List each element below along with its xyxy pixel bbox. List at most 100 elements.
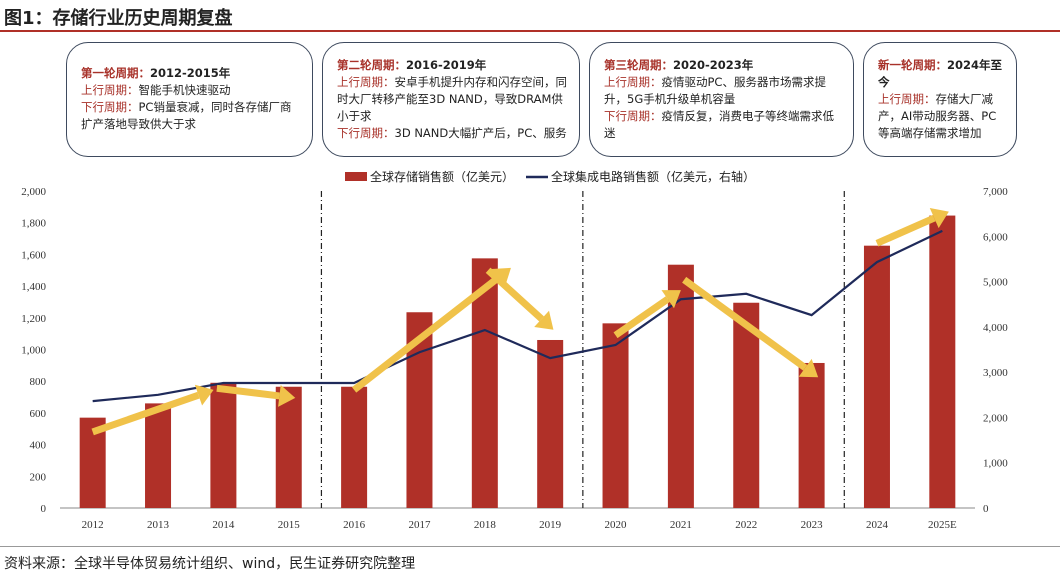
cycle-box-3: 第三轮周期：2020-2023年 上行周期：疫情驱动PC、服务器市场需求提升，5… (589, 42, 854, 157)
bar-2013 (145, 403, 172, 508)
right-tick-label: 0 (983, 503, 989, 515)
right-tick-label: 7,000 (983, 186, 1008, 198)
cycle-period: 2012-2015年 (150, 66, 231, 80)
x-tick-label: 2024 (866, 519, 889, 531)
trend-arrow (485, 267, 554, 330)
up-label: 上行周期： (337, 75, 395, 89)
trend-arrow-shaft (485, 267, 544, 322)
cycle-period: 2020-2023年 (673, 58, 754, 72)
legend-bar-label: 全球存储销售额（亿美元） (370, 169, 514, 184)
bar-2014 (210, 382, 237, 508)
bar-2025E (929, 215, 956, 508)
bar-2019 (537, 339, 564, 508)
title-rule (0, 30, 1060, 32)
left-tick-label: 400 (30, 440, 47, 452)
right-tick-label: 1,000 (983, 458, 1008, 470)
right-tick-label: 2,000 (983, 412, 1008, 424)
bar-2015 (275, 386, 302, 508)
trend-arrow-shaft (613, 296, 670, 339)
cycle-period: 2016-2019年 (406, 58, 487, 72)
right-tick-label: 6,000 (983, 231, 1008, 243)
trend-arrow-head (929, 207, 949, 229)
cycle-box-1: 第一轮周期：2012-2015年 上行周期：智能手机快速驱动 下行周期：PC销量… (66, 42, 313, 157)
x-tick-label: 2023 (801, 519, 824, 531)
cycle-box-4: 新一轮周期：2024年至今 上行周期：存储大厂减产，AI带动服务器、PC等高端存… (863, 42, 1017, 157)
trend-arrow-head (534, 310, 554, 330)
trend-arrow-shaft (351, 274, 501, 393)
left-tick-label: 200 (30, 471, 47, 483)
trend-arrow-head (798, 358, 819, 378)
x-tick-label: 2020 (605, 519, 628, 531)
legend-line-label: 全球集成电路销售额（亿美元，右轴） (551, 169, 755, 184)
cycle-head: 新一轮周期： (878, 58, 947, 72)
bar-2016 (341, 386, 368, 508)
trend-arrow (875, 207, 949, 247)
left-tick-label: 600 (30, 408, 47, 420)
right-tick-label: 4,000 (983, 322, 1008, 334)
trend-arrow-head (661, 290, 681, 309)
right-tick-label: 5,000 (983, 277, 1008, 289)
up-label: 上行周期： (604, 75, 662, 89)
left-tick-label: 1,200 (21, 313, 46, 325)
bar-2022 (733, 302, 760, 508)
bar-2023 (798, 362, 825, 508)
trend-arrow (682, 276, 819, 378)
trend-arrow-head (278, 384, 296, 407)
legend-bar-swatch (345, 172, 367, 181)
x-tick-label: 2021 (670, 519, 692, 531)
figure-title: 图1：存储行业历史周期复盘 (4, 8, 233, 29)
up-label: 上行周期： (878, 92, 936, 106)
trend-arrow-shaft (875, 214, 936, 247)
up-text: 疫情驱动PC、服务器市场需求提升，5G手机升级单机容量 (604, 75, 826, 106)
left-tick-label: 1,000 (21, 345, 46, 357)
trend-arrow-shaft (216, 384, 280, 400)
cycle-box-2: 第二轮周期：2016-2019年 上行周期：安卓手机提升内存和闪存空间，同时大厂… (322, 42, 580, 157)
left-tick-label: 0 (41, 503, 47, 515)
cycle-head: 第二轮周期： (337, 58, 406, 72)
chart: 0 200 400 600 800 1,000 1,200 1,400 1,600 1,800 2,… (21, 169, 1008, 531)
bar-2012 (79, 417, 106, 508)
x-tick-label: 2018 (474, 519, 497, 531)
bar-2024 (863, 245, 890, 508)
cycle-head: 第一轮周期： (81, 66, 150, 80)
up-text: 存储大厂减产，AI带动服务器、PC等高端存储需求增加 (878, 92, 997, 140)
ic-sales-line (92, 229, 943, 403)
trend-arrow (91, 384, 214, 436)
x-tick-label: 2017 (408, 519, 431, 531)
up-text: 安卓手机提升内存和闪存空间，同时大厂转移产能至3D NAND，导致DRAM供小于… (337, 75, 567, 123)
x-tick-label: 2015 (278, 519, 301, 531)
x-tick-label: 2025E (928, 519, 957, 531)
trend-arrow (613, 290, 681, 339)
x-tick-label: 2019 (539, 519, 562, 531)
left-tick-label: 1,800 (21, 218, 46, 230)
trend-arrow-shaft (91, 391, 200, 436)
x-tick-label: 2014 (212, 519, 235, 531)
left-tick-label: 800 (30, 376, 47, 388)
source-rule (0, 546, 1060, 547)
cycle-head: 第三轮周期： (604, 58, 673, 72)
up-text: 智能手机快速驱动 (138, 83, 231, 97)
right-tick-label: 3,000 (983, 367, 1008, 379)
x-tick-label: 2012 (82, 519, 104, 531)
x-tick-label: 2022 (735, 519, 757, 531)
trend-arrow (216, 384, 296, 407)
down-text: 疫情反复，消费电子等终端需求低迷 (604, 109, 834, 140)
cycle-period: 2024年至今 (878, 58, 1003, 89)
trend-arrow-head (194, 384, 214, 406)
down-text: PC销量衰减，同时各存储厂商扩产落地导致供大于求 (81, 100, 292, 131)
trend-arrow-head (491, 267, 511, 287)
x-tick-label: 2016 (343, 519, 366, 531)
bar-2020 (602, 323, 629, 508)
left-tick-label: 2,000 (21, 186, 46, 198)
up-label: 上行周期： (81, 83, 139, 97)
bar-2018 (471, 258, 498, 508)
left-tick-label: 1,600 (21, 249, 46, 261)
x-tick-label: 2013 (147, 519, 170, 531)
down-label: 下行周期： (604, 109, 662, 123)
down-label: 下行周期： (81, 100, 139, 114)
source-note: 资料来源：全球半导体贸易统计组织、wind，民生证券研究院整理 (4, 556, 416, 572)
left-tick-label: 1,400 (21, 281, 46, 293)
trend-arrow (351, 267, 511, 393)
down-text: 3D NAND大幅扩产后，PC、服务 (394, 126, 567, 140)
trend-arrow-shaft (682, 276, 808, 371)
